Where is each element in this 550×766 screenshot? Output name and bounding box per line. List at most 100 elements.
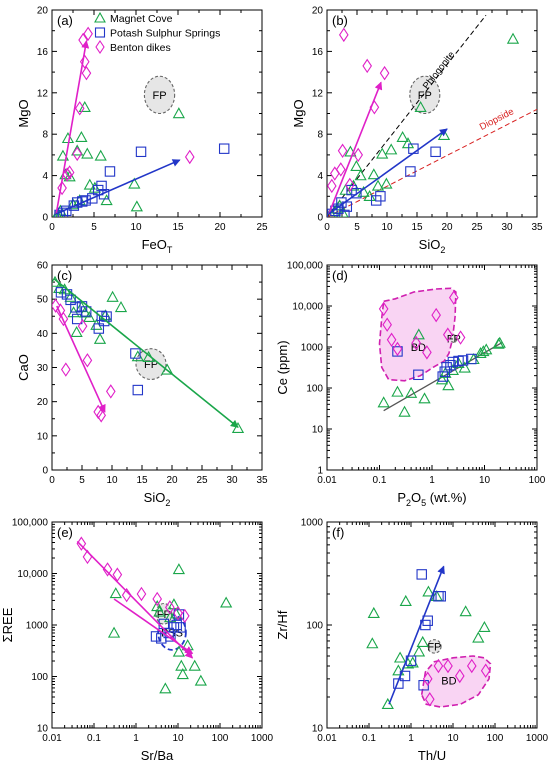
data-point [435,591,446,602]
data-point [459,605,472,617]
y-tick-label: 10 [312,724,324,735]
data-point [422,585,435,597]
data-point [83,178,96,190]
data-point [179,608,190,624]
x-tick-label: 35 [531,222,543,233]
y-axis-title: ΣREE [0,607,15,642]
y-tick-label: 4 [317,171,323,182]
data-point [218,143,230,154]
legend-entry: Benton dikes [110,42,171,54]
data-point [337,143,348,158]
data-point [338,27,349,43]
panel-label: (c) [57,268,72,283]
y-tick-label: 100,000 [287,261,324,272]
y-tick-label: 1000 [301,518,324,529]
field-fp [135,348,167,381]
x-tick-label: 0.01 [317,733,337,744]
trend-label-phlogopite: Phlogopite [421,50,457,92]
legend: Magnet Cove Potash Sulphur Springs Benton … [94,11,220,54]
data-point [378,301,389,317]
panel-e: 0.01 0.1 1 10 100 1000 10 100 1000 10,000 100,000 S… [0,518,274,764]
data-point [136,586,147,602]
x-tick-label: 0.01 [42,733,62,744]
data-point [109,587,122,599]
data-point [81,65,92,81]
data-point [457,355,469,366]
data-point [422,671,433,687]
y-tick-label: 1000 [26,621,49,632]
data-point [404,386,418,398]
data-point [435,373,449,385]
data-point [416,569,427,580]
data-point [184,149,195,165]
field-fp [143,75,176,115]
plot-frame [51,521,263,729]
field-fp [409,75,441,115]
data-point [408,143,419,154]
y-tick-label: 0 [317,213,323,224]
data-point [93,323,105,334]
data-point [414,100,427,112]
data-point [351,187,362,199]
y-tick-label: 60 [37,261,49,272]
y-tick-label: 0 [42,213,48,224]
data-point [381,697,394,709]
x-tick-label: 0.1 [87,733,101,744]
data-point [56,149,70,161]
data-point [424,692,435,707]
data-point [392,341,403,357]
data-point [78,306,92,318]
y-tick-label: 0 [42,466,48,477]
data-point [441,362,452,373]
y-tick-label: 1000 [301,343,324,354]
y-tick-label: 100 [306,384,323,395]
trend-label-diopside: Diopside [478,106,516,133]
x-tick-label: 1 [429,475,435,486]
field-label-fp: FP [427,641,441,653]
data-point [105,384,116,399]
data-point [52,298,61,313]
x-tick-label: 25 [471,222,483,233]
field-label-bd: BD [411,342,426,354]
data-point [442,327,453,342]
panel-label: (b) [332,13,348,28]
trend-arrow [55,40,90,215]
data-point [83,26,93,42]
data-point [339,209,350,217]
x-tick-label: 35 [256,475,268,486]
data-point [61,132,75,144]
field-label-fp: FP [418,90,432,102]
data-point [412,328,425,340]
y-axis-title: MgO [16,99,31,127]
data-point [380,177,393,189]
data-point [79,54,90,69]
legend-marker [94,27,106,38]
data-point [152,591,163,607]
data-point [71,144,84,156]
data-point [350,159,363,171]
field-label-fp: FP [152,90,166,102]
y-tick-label: 100 [31,672,48,683]
x-tick-label: 30 [501,222,513,233]
data-point [371,179,385,191]
series-potash-sulphur-springs [393,569,446,691]
y-tick-label: 100,000 [12,518,49,529]
x-axis-title: P2O5 (wt.%) [397,490,466,508]
data-point [367,606,380,618]
data-point [392,664,405,676]
data-point [366,637,379,649]
x-tick-label: 10 [479,475,491,486]
y-tick-label: 16 [312,47,324,58]
panel-label: (a) [57,13,73,28]
panel-a: 0 5 10 15 20 25 0 4 8 12 16 20 FeOT MgO (a) FP [16,6,268,256]
data-point [75,130,88,143]
x-tick-label: 1 [133,733,139,744]
data-point [493,336,506,348]
data-point [74,101,85,116]
x-tick-label: 1000 [251,733,274,744]
field-label-bd: BD [441,675,456,687]
y-tick-label: 30 [37,363,49,374]
trend-line-diopside [327,108,537,217]
data-point [466,353,477,365]
